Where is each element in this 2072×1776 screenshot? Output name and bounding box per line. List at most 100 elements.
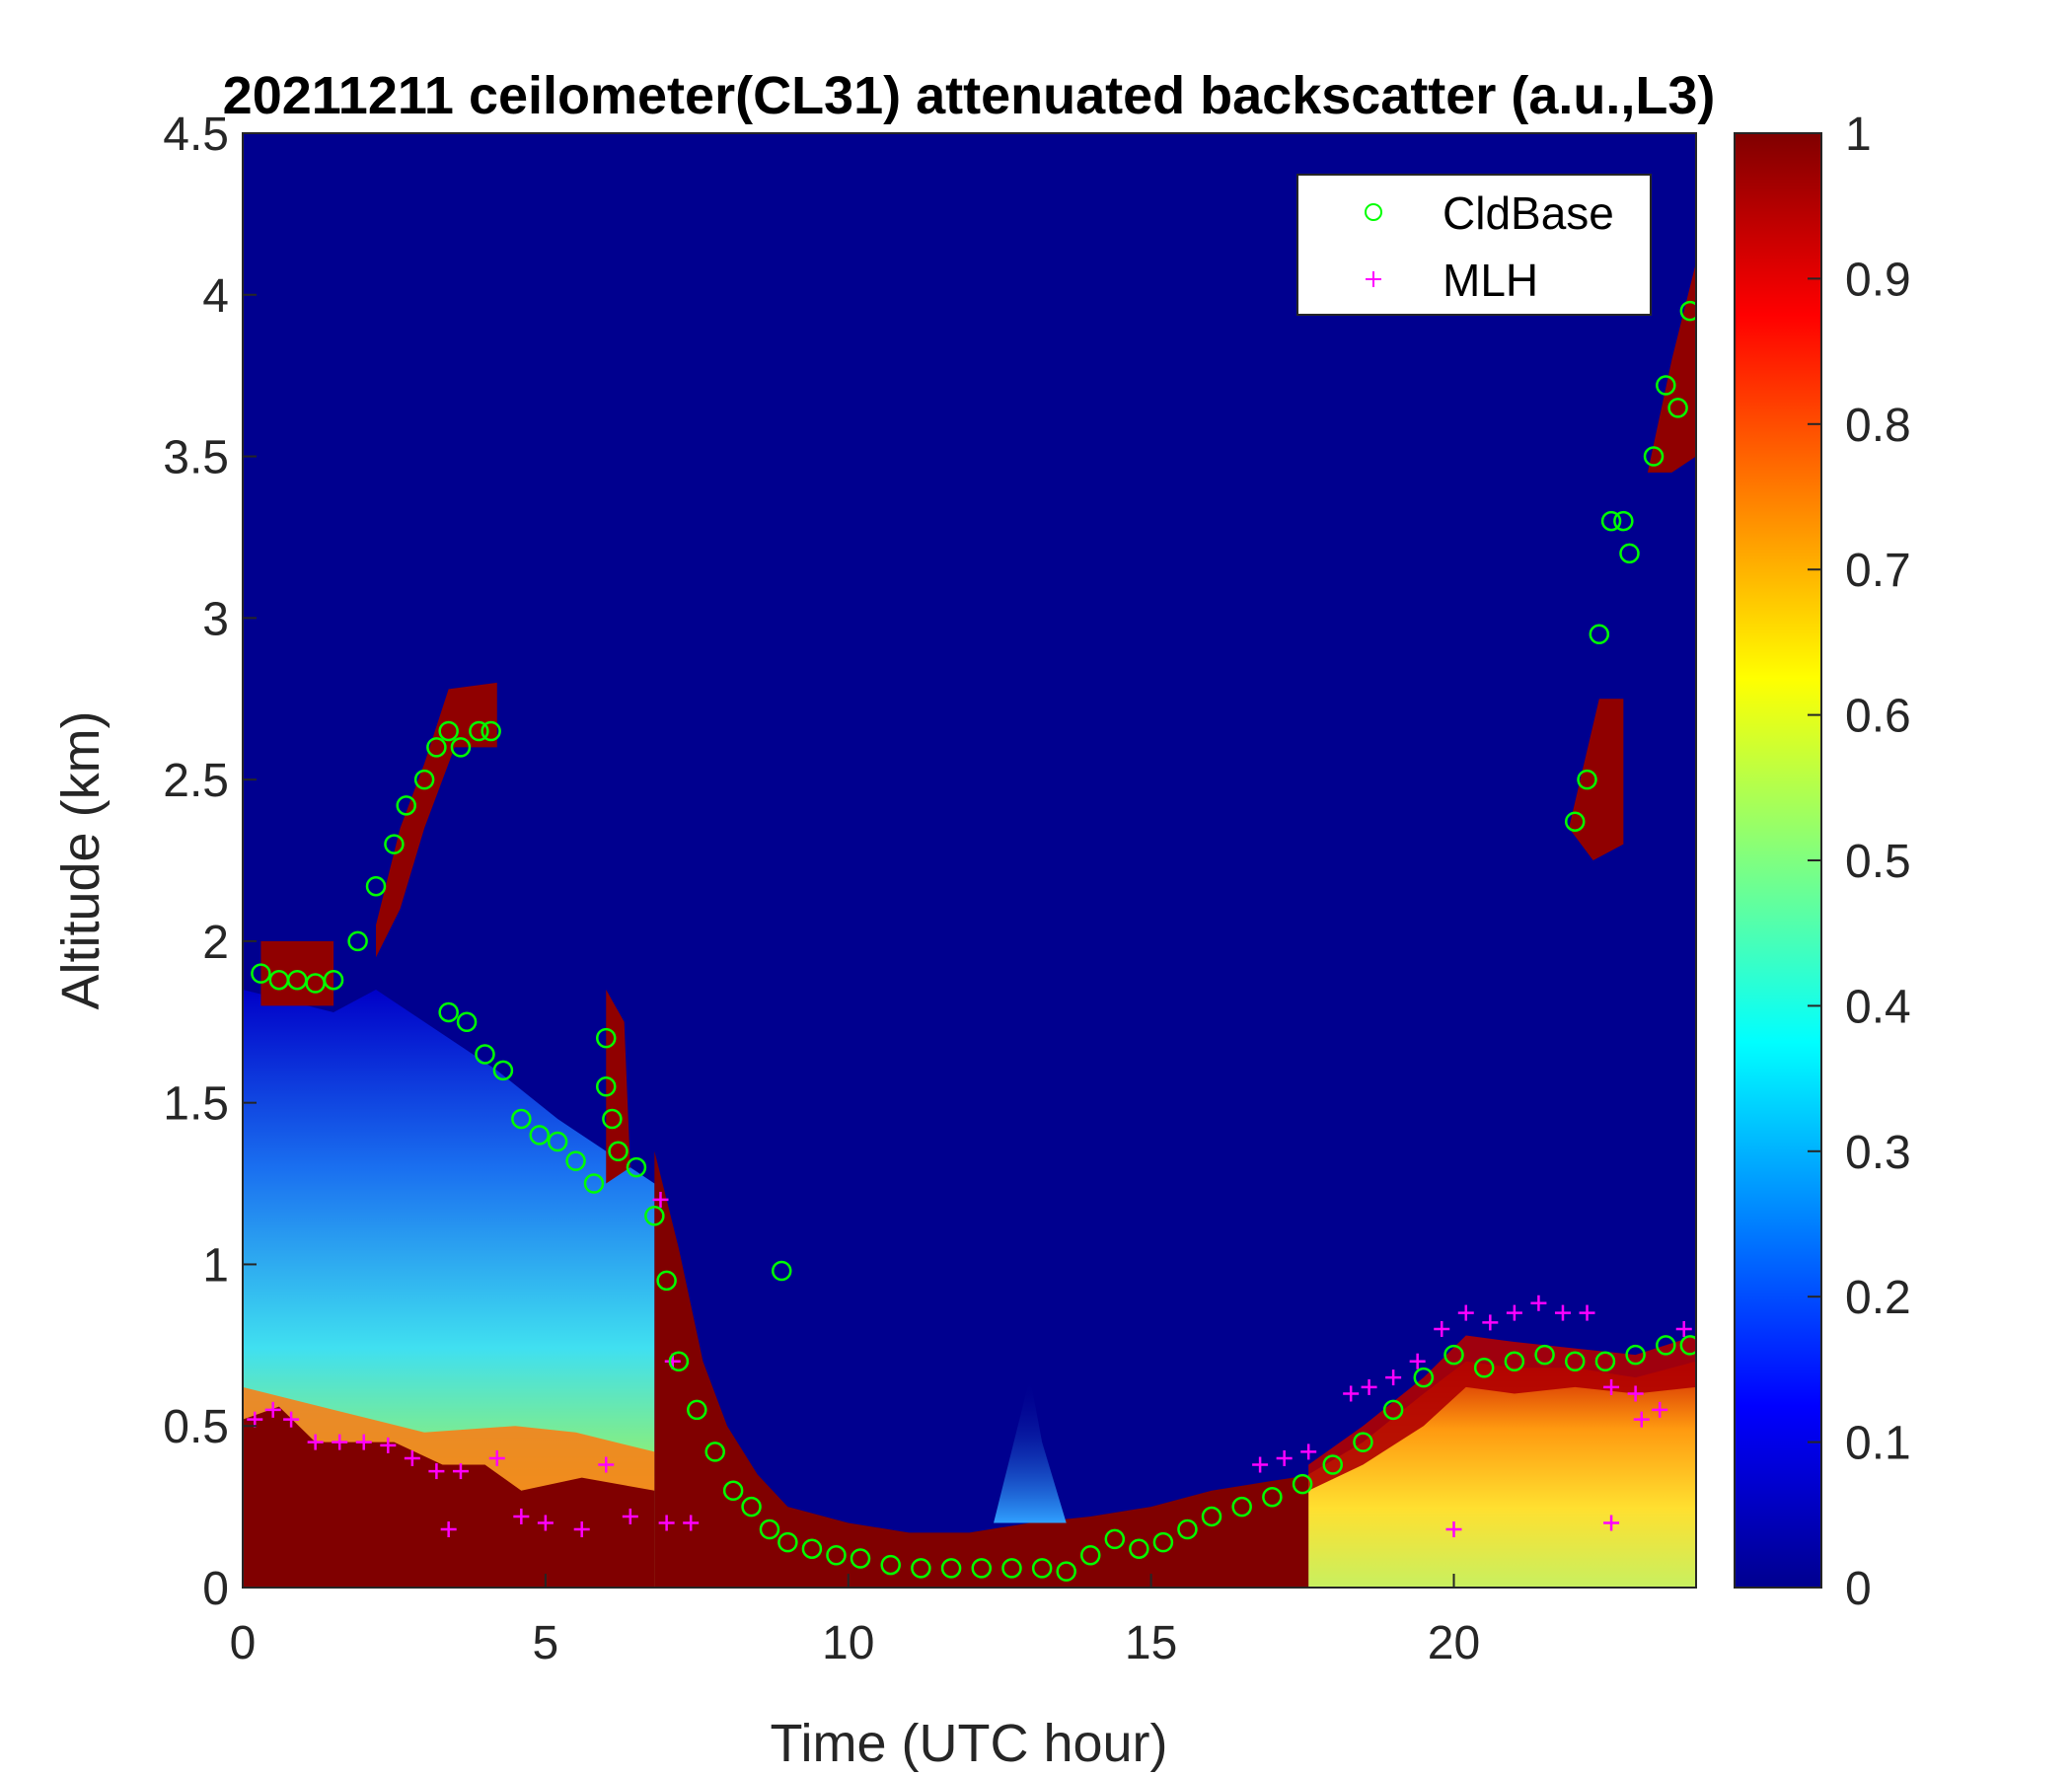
cldbase-point — [1382, 1399, 1404, 1421]
y-axis-ticks: 0 0.5 1 1.5 2 2.5 3 3.5 4 4.5 — [163, 109, 257, 1615]
cldbase-point — [940, 1558, 962, 1579]
y-tick-label: 1 — [202, 1239, 229, 1292]
cldbase-point — [365, 875, 387, 897]
cldbase-point — [1625, 1344, 1646, 1366]
colorbar-tick-label: 0 — [1845, 1563, 1872, 1615]
cloud-patch-5 — [606, 990, 630, 1184]
cldbase-point — [1619, 543, 1640, 564]
mlh-point — [332, 1434, 348, 1450]
mlh-point — [1627, 1385, 1644, 1402]
mlh-point — [1409, 1353, 1426, 1369]
colorbar-tick-label: 0.2 — [1845, 1272, 1911, 1324]
colorbar-tick-label: 0.6 — [1845, 691, 1911, 743]
mlh-point — [440, 1521, 457, 1538]
cldbase-point — [826, 1544, 847, 1566]
mlh-point — [1652, 1401, 1668, 1418]
cldbase-point — [1031, 1558, 1053, 1579]
cldbase-point — [602, 1108, 623, 1130]
cldbase-point — [1565, 811, 1586, 832]
cldbase-point — [1262, 1487, 1283, 1508]
cldbase-point — [1353, 1432, 1373, 1452]
cldbase-point — [1594, 1351, 1616, 1371]
colorbar-tick-label: 0.3 — [1845, 1127, 1911, 1179]
cldbase-point — [1001, 1558, 1022, 1579]
mlh-point — [537, 1515, 554, 1531]
cldbase-point — [1643, 446, 1665, 467]
mlh-point — [247, 1411, 263, 1428]
cldbase-point — [1080, 1544, 1101, 1566]
mlh-point — [513, 1508, 530, 1524]
cloud-patch-4 — [1647, 262, 1696, 473]
cldbase-point — [1413, 1367, 1435, 1388]
cldbase-point — [1129, 1538, 1149, 1559]
cldbase-point — [251, 963, 271, 984]
mlh-point — [1554, 1304, 1571, 1321]
cldbase-point — [704, 1442, 725, 1462]
cldbase-point — [759, 1518, 780, 1540]
cldbase-point — [1565, 1351, 1586, 1371]
mlh-point — [598, 1456, 615, 1473]
legend-mlh-label: MLH — [1443, 255, 1538, 306]
legend-box — [1296, 174, 1652, 316]
surface-layer-left — [243, 1406, 655, 1588]
cldbase-point — [644, 1206, 665, 1226]
cldbase-point — [608, 1141, 629, 1162]
cldbase-point — [547, 1131, 568, 1152]
cldbase-point — [1577, 769, 1597, 790]
cldbase-point — [1177, 1518, 1198, 1540]
cldbase-point — [722, 1480, 744, 1501]
y-tick-label: 4 — [202, 270, 229, 323]
mlh-point — [1252, 1456, 1269, 1473]
plot-frame — [242, 132, 1697, 1589]
chart-title: 20211211 ceilometer(CL31) attenuated bac… — [223, 66, 1716, 125]
cldbase-point — [1534, 1344, 1555, 1366]
cldbase-point — [1656, 375, 1676, 396]
cldbase-point — [801, 1538, 823, 1559]
x-tick-label: 20 — [1428, 1617, 1480, 1669]
cldbase-point — [1152, 1531, 1174, 1553]
cldbase-point — [1104, 1528, 1126, 1550]
cldbase-point — [1656, 1335, 1676, 1356]
cldbase-point — [481, 720, 501, 742]
cldbase-point — [1322, 1454, 1343, 1475]
mlh-point — [1530, 1295, 1547, 1311]
legend-cldbase-marker — [1365, 203, 1382, 221]
cldbase-point — [911, 1558, 931, 1579]
colorbar: 0 0.1 0.2 0.3 0.4 0.5 0.6 0.7 0.8 0.9 1 — [1734, 109, 1911, 1615]
mlh-point — [1603, 1515, 1620, 1531]
mlh-point — [1506, 1304, 1522, 1321]
legend: CldBase MLH — [1296, 174, 1652, 316]
cldbase-point — [971, 1558, 993, 1579]
mlh-point — [658, 1515, 675, 1531]
x-tick-label: 15 — [1125, 1617, 1177, 1669]
cldbase-point — [596, 1027, 617, 1049]
colorbar-tick-label: 0.7 — [1845, 545, 1911, 597]
mlh-point — [1445, 1521, 1462, 1538]
y-tick-label: 2 — [202, 917, 229, 969]
cldbase-point — [656, 1270, 677, 1292]
y-tick-label: 1.5 — [163, 1078, 229, 1131]
cldbase-point — [1201, 1506, 1222, 1527]
cldbase-point — [384, 834, 405, 854]
blue-spike — [994, 1377, 1067, 1523]
cldbase-point — [438, 720, 459, 742]
mlh-point — [428, 1463, 445, 1480]
mlh-point — [1633, 1411, 1650, 1428]
mlh-series — [247, 1191, 1692, 1538]
cldbase-point — [323, 969, 344, 991]
mlh-point — [355, 1434, 372, 1450]
cldbase-point — [565, 1150, 586, 1171]
mlh-point — [1361, 1378, 1377, 1395]
cldbase-point — [1231, 1496, 1252, 1517]
legend-cldbase-label: CldBase — [1443, 187, 1614, 239]
colorbar-ticks: 0 0.1 0.2 0.3 0.4 0.5 0.6 0.7 0.8 0.9 1 — [1808, 109, 1911, 1615]
cldbase-point — [492, 1060, 514, 1081]
cldbase-point — [413, 769, 435, 790]
cldbase-point — [596, 1076, 617, 1097]
cldbase-point — [347, 930, 368, 952]
cloud-patch-1 — [376, 682, 497, 958]
x-axis-ticks: 0 5 10 15 20 — [230, 1574, 1480, 1669]
cldbase-point — [741, 1496, 762, 1517]
mlh-point — [1675, 1320, 1692, 1337]
